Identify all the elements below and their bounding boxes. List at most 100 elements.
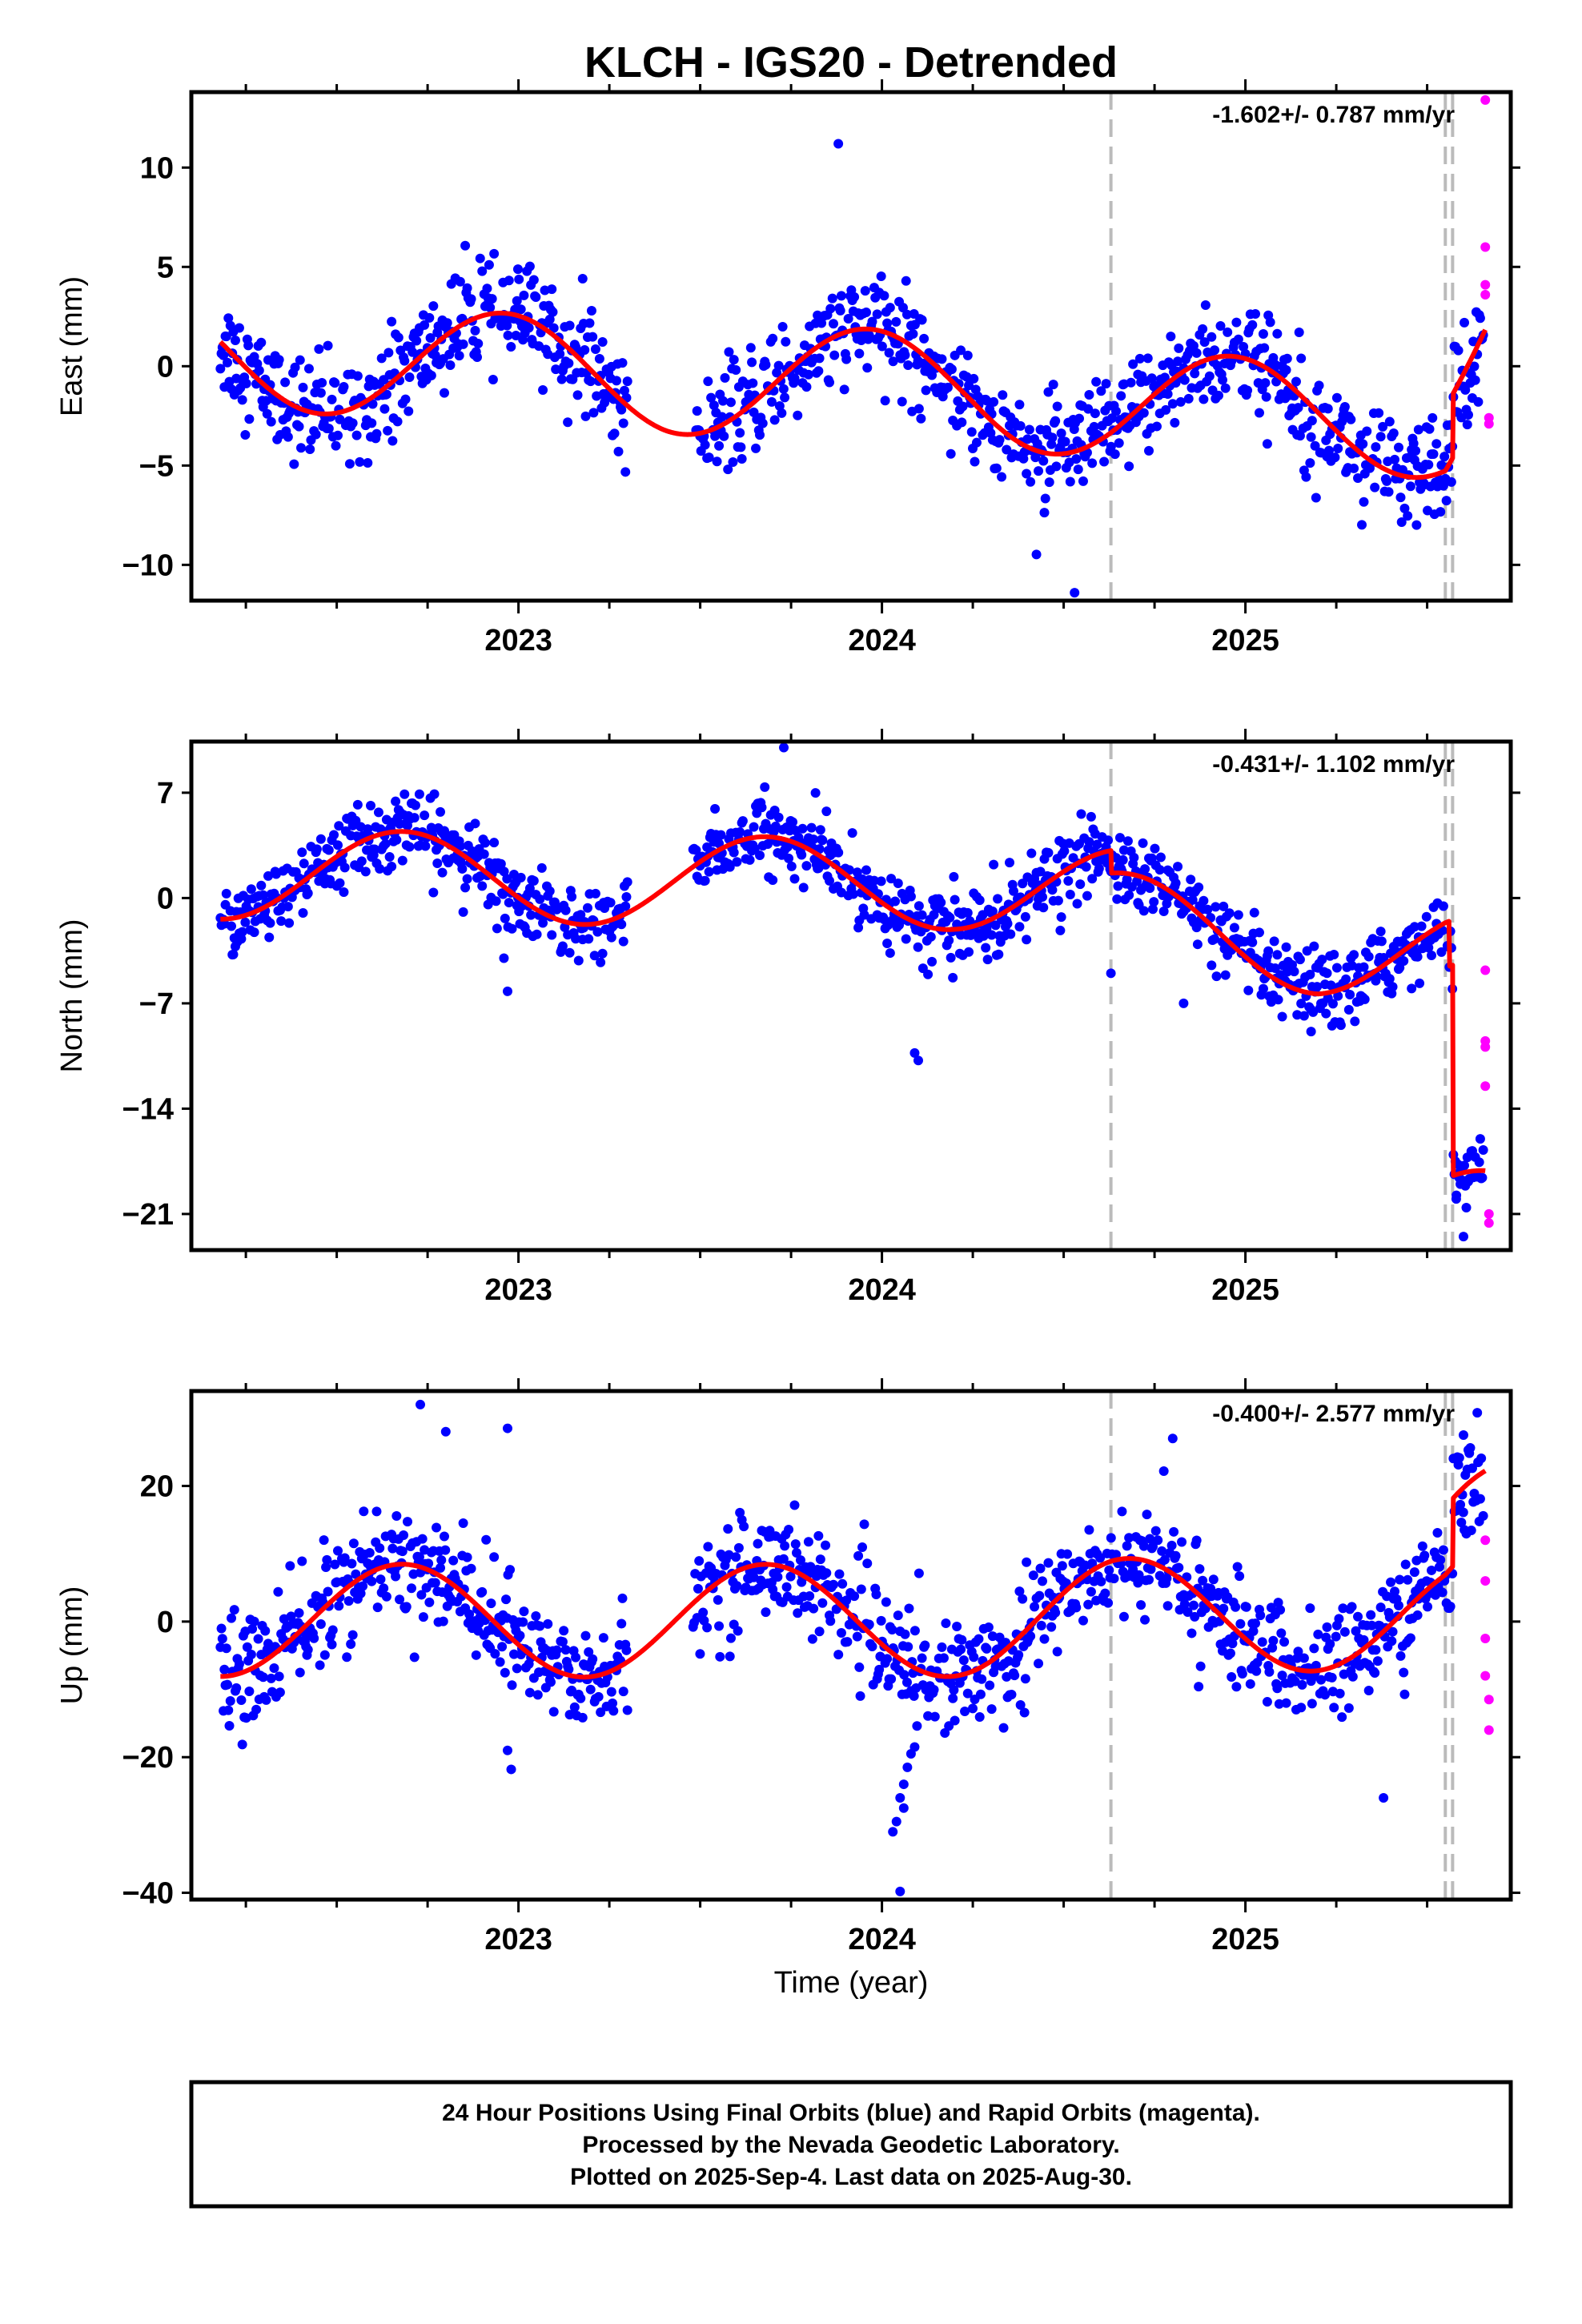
final-orbit-point (1154, 865, 1165, 875)
final-orbit-point (793, 1608, 803, 1618)
final-orbit-point (1323, 404, 1333, 414)
north-panel: −21 −14 −7 0 7 2023 2024 2025 North (mm) -0.431+/… (55, 729, 1520, 1307)
final-orbit-point (921, 385, 931, 396)
final-orbit-point (231, 1683, 242, 1693)
final-orbit-point (1405, 1633, 1415, 1643)
final-orbit-point (1200, 300, 1211, 310)
final-orbit-point (216, 1623, 227, 1634)
final-orbit-point (1166, 332, 1176, 342)
final-orbit-point (283, 432, 293, 442)
final-orbit-point (909, 1626, 920, 1636)
final-orbit-point (975, 1689, 986, 1699)
final-orbit-point (1343, 1004, 1354, 1015)
y-tick-label: −10 (122, 549, 174, 582)
final-orbit-point (339, 887, 349, 897)
final-orbit-point (315, 834, 326, 844)
final-orbit-point (618, 1687, 628, 1697)
final-orbit-point (412, 336, 422, 346)
final-orbit-point (596, 957, 606, 967)
final-orbit-point (1470, 375, 1480, 385)
final-orbit-point (1273, 1598, 1283, 1608)
final-orbit-point (723, 1524, 733, 1534)
final-orbit-point (1349, 463, 1359, 473)
final-orbit-point (426, 822, 436, 833)
final-orbit-point (1071, 1602, 1082, 1613)
y-axis-label: Up (mm) (55, 1586, 89, 1705)
final-orbit-point (882, 1654, 893, 1664)
final-orbit-point (548, 1707, 559, 1717)
final-orbit-point (797, 823, 808, 834)
final-orbit-point (1082, 891, 1092, 901)
final-orbit-point (507, 1680, 517, 1691)
final-orbit-point (589, 951, 600, 961)
final-orbit-point (814, 353, 825, 364)
final-orbit-point (400, 394, 411, 404)
footer-line-3: Plotted on 2025-Sep-4. Last data on 2025… (570, 2164, 1132, 2190)
final-orbit-point (1020, 1674, 1030, 1684)
rapid-orbit-point (1480, 290, 1491, 300)
final-orbit-point (777, 322, 788, 332)
final-orbit-point (1408, 438, 1419, 448)
final-orbit-point (949, 871, 959, 882)
final-orbit-point (379, 1583, 389, 1594)
final-orbit-point (400, 789, 410, 799)
final-orbit-point (1293, 1647, 1303, 1657)
final-orbit-point (1014, 1650, 1024, 1660)
final-orbit-point (1043, 1558, 1054, 1568)
final-orbit-point (1055, 925, 1066, 935)
final-orbit-point (1307, 416, 1317, 426)
final-orbit-point (512, 1663, 522, 1674)
final-orbit-point (1412, 1610, 1423, 1620)
final-orbit-point (303, 888, 313, 899)
final-orbit-point (249, 927, 259, 938)
final-orbit-point (1149, 897, 1159, 907)
final-orbit-point (827, 293, 837, 304)
final-orbit-point (974, 1634, 984, 1644)
final-orbit-point (404, 842, 415, 852)
final-orbit-point (828, 1579, 838, 1590)
final-orbit-point (852, 1631, 862, 1642)
final-orbit-point (1078, 1615, 1088, 1626)
final-orbit-point (735, 428, 745, 438)
final-orbit-point (718, 396, 729, 406)
final-orbit-point (1462, 420, 1472, 430)
final-orbit-point (1306, 432, 1316, 442)
y-tick-label: −7 (139, 987, 174, 1021)
final-orbit-point (842, 1637, 853, 1647)
final-orbit-point (714, 440, 725, 451)
final-orbit-point (751, 443, 761, 453)
final-orbit-point (1427, 1565, 1437, 1575)
final-orbit-point (1456, 1499, 1466, 1510)
final-orbit-point (1339, 402, 1350, 412)
final-orbit-point (296, 443, 307, 453)
final-orbit-point (1310, 440, 1320, 451)
final-orbit-point (1329, 1703, 1339, 1713)
final-orbit-point (612, 376, 622, 386)
final-orbit-point (580, 345, 590, 356)
final-orbit-point (1048, 380, 1058, 390)
final-orbit-point (780, 1541, 790, 1551)
final-orbit-point (813, 1530, 824, 1541)
final-orbit-point (383, 348, 394, 358)
up-panel: −40 −20 0 20 2023 2024 2025 Up (mm) -0.400+/- 2.… (55, 1378, 1520, 1956)
final-orbit-point (1113, 881, 1123, 891)
plot-area (215, 92, 1494, 601)
final-orbit-point (956, 345, 966, 356)
final-orbit-point (375, 1543, 385, 1554)
final-orbit-point (958, 1655, 969, 1666)
final-orbit-point (965, 916, 975, 927)
final-orbit-point (853, 923, 864, 933)
final-orbit-point (1134, 1570, 1144, 1580)
final-orbit-point (1087, 458, 1098, 468)
final-orbit-point (416, 1590, 427, 1600)
final-orbit-point (1174, 343, 1184, 353)
final-orbit-point (773, 1572, 783, 1582)
final-orbit-point (833, 1650, 844, 1660)
final-orbit-point (926, 931, 936, 942)
final-orbit-point (1117, 1506, 1127, 1517)
final-orbit-point (825, 875, 835, 886)
final-orbit-point (879, 291, 889, 301)
final-orbit-point (230, 335, 240, 345)
final-orbit-point (1140, 1614, 1150, 1625)
final-orbit-point (993, 894, 1003, 904)
